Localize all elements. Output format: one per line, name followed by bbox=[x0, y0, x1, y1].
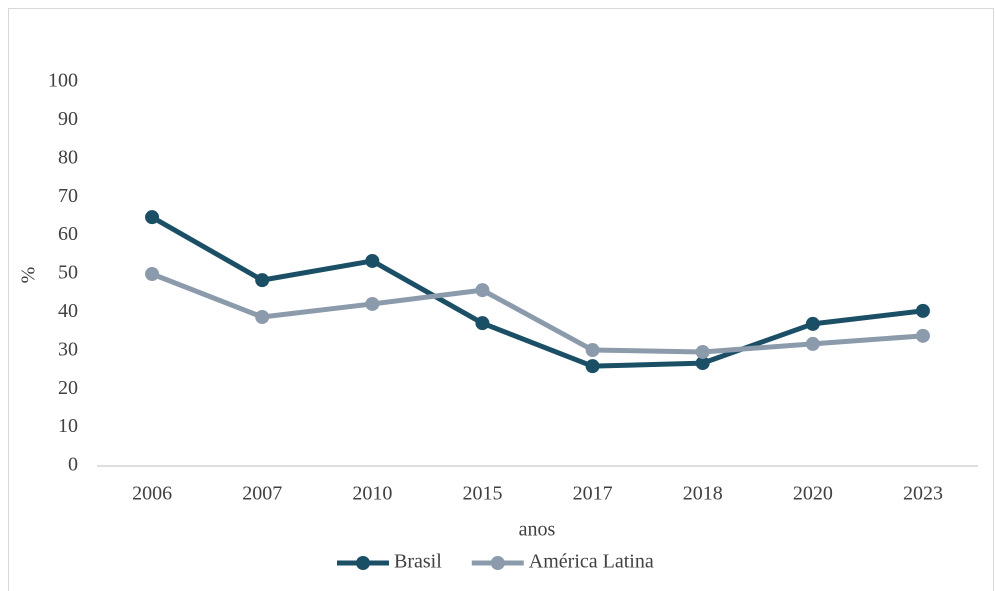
data-point bbox=[805, 316, 820, 331]
data-point bbox=[805, 336, 820, 351]
y-tick-label: 60 bbox=[58, 223, 78, 245]
y-tick-label: 70 bbox=[58, 185, 78, 207]
series-line bbox=[151, 271, 924, 355]
y-tick-label: 100 bbox=[48, 70, 78, 92]
y-tick-label: 10 bbox=[58, 415, 78, 437]
data-point bbox=[695, 344, 710, 359]
legend-label: América Latina bbox=[529, 551, 654, 573]
series-line bbox=[150, 214, 924, 369]
x-axis-label: anos bbox=[519, 519, 556, 541]
y-tick-label: 50 bbox=[58, 262, 78, 284]
x-tick-label: 2015 bbox=[462, 483, 502, 505]
y-axis-label: % bbox=[18, 267, 40, 284]
data-point bbox=[915, 328, 930, 343]
legend-label: Brasil bbox=[394, 551, 442, 573]
data-point bbox=[585, 343, 600, 358]
y-tick-label: 0 bbox=[68, 454, 78, 476]
data-point bbox=[145, 210, 160, 225]
x-tick-label: 2010 bbox=[352, 483, 392, 505]
x-tick-label: 2006 bbox=[132, 483, 172, 505]
data-point bbox=[365, 253, 380, 268]
legend-marker bbox=[490, 556, 505, 570]
x-tick-label: 2007 bbox=[242, 483, 282, 505]
x-tick-label: 2017 bbox=[573, 483, 613, 505]
y-tick-label: 40 bbox=[58, 300, 78, 322]
y-tick-label: 20 bbox=[58, 377, 78, 399]
x-tick-label: 2020 bbox=[793, 483, 833, 505]
data-point bbox=[585, 359, 600, 374]
data-point bbox=[255, 310, 270, 325]
x-tick-label: 2018 bbox=[683, 483, 723, 505]
legend-marker bbox=[356, 556, 370, 570]
x-tick-label: 2023 bbox=[903, 483, 943, 505]
data-point bbox=[145, 267, 160, 281]
y-tick-label: 30 bbox=[58, 338, 78, 360]
y-tick-label: 90 bbox=[58, 108, 78, 130]
chart-frame bbox=[8, 8, 994, 591]
y-tick-label: 80 bbox=[58, 146, 78, 168]
data-point bbox=[365, 296, 380, 311]
data-point bbox=[475, 283, 490, 298]
data-point bbox=[475, 316, 490, 331]
data-point bbox=[695, 356, 710, 371]
data-point bbox=[255, 273, 270, 288]
data-point bbox=[915, 303, 930, 318]
